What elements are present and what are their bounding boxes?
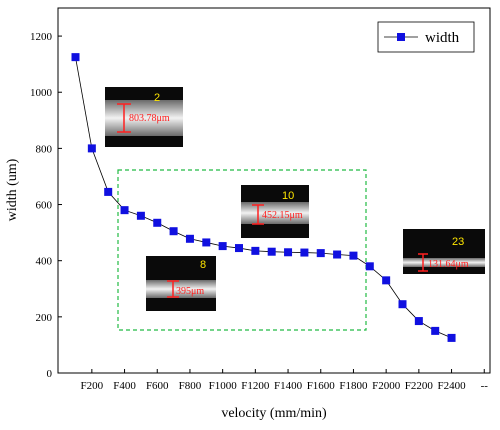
- x-axis-ticks: F200 F400 F600 F800 F1000 F1200 F1400 F1600 F180…: [81, 369, 489, 392]
- data-point-F2200: [414, 317, 423, 326]
- inset-micrograph-8: 8 395μm: [146, 256, 216, 311]
- data-point-F1400: [284, 248, 293, 257]
- data-point-F2100: [398, 300, 407, 309]
- data-point-F1500: [300, 248, 309, 257]
- y-tick-label: 200: [36, 312, 53, 324]
- inset-8-measurement: 395μm: [176, 286, 204, 297]
- data-point-F300: [104, 187, 113, 196]
- y-tick-label: 0: [47, 368, 53, 380]
- data-point-F2400: [447, 333, 456, 342]
- data-point-F700: [169, 227, 178, 236]
- inset-8-number: 8: [200, 259, 206, 271]
- data-point-F400: [120, 206, 129, 215]
- x-tick-label: F600: [146, 380, 169, 392]
- legend-box: [377, 21, 475, 53]
- inset-2-measurement: 803.78μm: [129, 113, 170, 124]
- y-tick-label: 1000: [30, 87, 53, 99]
- x-tick-label: --: [481, 380, 489, 392]
- data-point-F1700: [333, 250, 342, 259]
- data-point-F800: [185, 234, 194, 243]
- x-tick-label: F800: [179, 380, 202, 392]
- data-point-F1800: [349, 251, 358, 260]
- x-tick-label: F1000: [209, 380, 238, 392]
- legend-marker-icon: [397, 33, 405, 41]
- x-tick-label: F1600: [307, 380, 336, 392]
- inset-10-number: 10: [282, 190, 294, 202]
- y-axis-ticks: 0 200 400 600 800 1000 1200: [30, 31, 62, 380]
- data-point-F1300: [267, 247, 276, 256]
- inset-23-number: 23: [452, 236, 464, 248]
- x-tick-label: F2000: [372, 380, 401, 392]
- data-point-F1000: [218, 242, 227, 251]
- inset-micrograph-23: 23 131.64μm: [403, 229, 485, 274]
- x-tick-label: F1400: [274, 380, 303, 392]
- y-tick-label: 1200: [30, 31, 53, 43]
- x-tick-label: F2400: [437, 380, 466, 392]
- data-point-F900: [202, 238, 211, 247]
- x-tick-label: F2200: [405, 380, 434, 392]
- legend: width: [377, 21, 475, 53]
- x-tick-label: F200: [81, 380, 104, 392]
- inset-10-measurement: 452.15μm: [262, 210, 303, 221]
- inset-micrograph-10: 10 452.15μm: [241, 185, 309, 238]
- legend-label-width: width: [425, 30, 460, 46]
- x-tick-label: F1800: [339, 380, 368, 392]
- data-point-F1900: [365, 262, 374, 271]
- inset-23-measurement: 131.64μm: [428, 259, 469, 270]
- data-point-F1600: [316, 249, 325, 258]
- x-tick-label: F1200: [241, 380, 270, 392]
- data-point-F2000: [382, 276, 391, 285]
- inset-micrograph-2: 2 803.78μm: [105, 87, 183, 147]
- x-axis-title: velocity (mm/min): [221, 406, 327, 421]
- data-point-F200: [87, 144, 96, 153]
- inset-2-number: 2: [154, 92, 160, 104]
- y-tick-label: 400: [36, 256, 53, 268]
- plot-frame: [57, 7, 491, 374]
- x-tick-label: F400: [113, 380, 136, 392]
- data-point-F100: [71, 53, 80, 62]
- data-point-F600: [153, 218, 162, 227]
- data-point-F2300: [431, 326, 440, 335]
- y-axis-title: width (um): [5, 158, 20, 221]
- width-series-markers: [71, 53, 456, 342]
- y-tick-label: 600: [36, 200, 53, 212]
- data-point-F1200: [251, 246, 260, 255]
- data-point-F500: [136, 211, 145, 220]
- y-tick-label: 800: [36, 143, 53, 155]
- highlight-region-box: [117, 169, 367, 331]
- data-point-F1100: [235, 244, 243, 253]
